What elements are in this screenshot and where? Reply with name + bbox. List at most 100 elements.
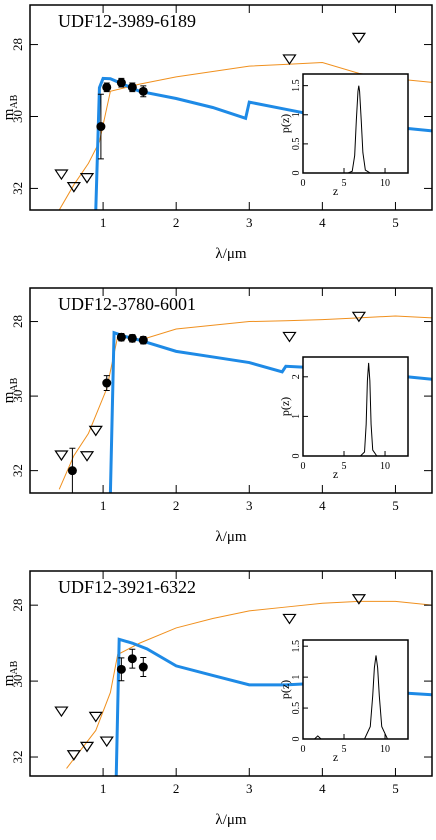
upper-limit (282, 331, 297, 343)
inset-y-tick-label: 0 (291, 454, 302, 459)
upper-limit (282, 613, 297, 625)
panel-title: UDF12-3921-6322 (58, 577, 196, 597)
upper-limit (79, 741, 95, 753)
inset-x-tick-label: 0 (301, 461, 306, 472)
upper-limit (88, 711, 103, 723)
upper-limit (79, 173, 95, 184)
pz-curve (303, 655, 408, 740)
x-axis-label: λ/μm (215, 246, 246, 262)
pz-curve (303, 85, 408, 174)
inset-y-tick-label: 1 (291, 112, 302, 117)
upper-limit (351, 594, 367, 605)
y-tick-label: 28 (10, 315, 25, 328)
panel-title: UDF12-3780-6001 (58, 294, 196, 314)
inset-y-tick-label: 0 (291, 737, 302, 742)
inset-x-label: z (333, 750, 338, 764)
upper-limit (351, 32, 367, 44)
inset-y-tick-label: 1 (291, 414, 302, 419)
frame (29, 287, 433, 494)
upper-limit (54, 169, 69, 181)
x-tick-label: 5 (392, 781, 399, 796)
model-curve (58, 62, 432, 210)
x-tick-label: 3 (246, 215, 253, 230)
x-tick-label: 3 (246, 498, 253, 513)
data-point (67, 466, 77, 476)
inset-frame (302, 356, 409, 457)
y-tick-label: 30 (10, 110, 25, 123)
y-axis-label-sub: AB (9, 660, 20, 674)
inset-frame (302, 73, 409, 174)
x-tick-label: 5 (392, 498, 399, 513)
upper-limit (54, 706, 69, 718)
inset-y-label: p(z) (278, 114, 292, 133)
upper-limit (79, 451, 95, 462)
data-point (127, 82, 137, 92)
data-point (127, 654, 137, 664)
panel-title: UDF12-3989-6189 (58, 11, 196, 31)
x-tick-label: 5 (392, 215, 399, 230)
data-point (138, 662, 148, 672)
frame (29, 570, 433, 777)
inset-y-tick-label: 1.5 (291, 79, 302, 92)
x-tick-label: 1 (100, 215, 107, 230)
upper-limit (351, 311, 367, 323)
inset-frame (302, 639, 409, 740)
y-tick-label: 28 (10, 599, 25, 612)
inset-x-tick-label: 5 (342, 178, 347, 189)
inset-y-label: p(z) (278, 397, 292, 416)
pz-curve (303, 362, 408, 457)
x-axis-label: λ/μm (215, 812, 246, 828)
inset-x-tick-label: 10 (380, 744, 390, 755)
upper-limit (99, 736, 114, 748)
inset-y-tick-label: 0.5 (291, 138, 302, 151)
data-point (116, 332, 126, 342)
x-tick-label: 2 (173, 498, 180, 513)
inset-y-tick-label: 0 (291, 171, 302, 176)
inset-x-tick-label: 0 (301, 178, 306, 189)
y-axis-label-sub: AB (9, 377, 20, 391)
upper-limit (88, 425, 103, 437)
x-tick-label: 3 (246, 781, 253, 796)
x-tick-label: 4 (319, 498, 326, 513)
upper-limit (66, 182, 81, 193)
y-axis-label-sub: AB (9, 94, 20, 108)
inset-x-tick-label: 0 (301, 744, 306, 755)
data-point (116, 78, 126, 88)
upper-limit (66, 750, 81, 761)
inset-x-tick-label: 10 (380, 178, 390, 189)
frame (29, 4, 433, 211)
data-point (127, 333, 137, 343)
inset-y-tick-label: 2 (291, 374, 302, 379)
y-tick-label: 28 (10, 38, 25, 51)
inset-x-tick-label: 10 (380, 461, 390, 472)
y-tick-label: 32 (10, 464, 25, 477)
x-tick-label: 4 (319, 781, 326, 796)
upper-limit (54, 450, 69, 462)
y-tick-label: 30 (10, 390, 25, 403)
data-point (96, 122, 106, 132)
inset-y-tick-label: 0.5 (291, 702, 302, 715)
data-point (138, 86, 148, 96)
x-tick-label: 2 (173, 781, 180, 796)
x-tick-label: 1 (100, 781, 107, 796)
inset-x-tick-label: 5 (342, 461, 347, 472)
inset-y-tick-label: 1.5 (291, 640, 302, 653)
y-tick-label: 32 (10, 751, 25, 764)
inset-y-tick-label: 1 (291, 675, 302, 680)
data-point (102, 378, 112, 388)
data-point (138, 335, 148, 345)
y-tick-label: 32 (10, 182, 25, 195)
x-tick-label: 1 (100, 498, 107, 513)
data-point (102, 82, 112, 92)
x-tick-label: 2 (173, 215, 180, 230)
inset-x-label: z (333, 184, 338, 198)
inset-x-label: z (333, 467, 338, 481)
x-axis-label: λ/μm (215, 529, 246, 545)
data-point (116, 664, 126, 674)
y-tick-label: 30 (10, 675, 25, 688)
inset-x-tick-label: 5 (342, 744, 347, 755)
